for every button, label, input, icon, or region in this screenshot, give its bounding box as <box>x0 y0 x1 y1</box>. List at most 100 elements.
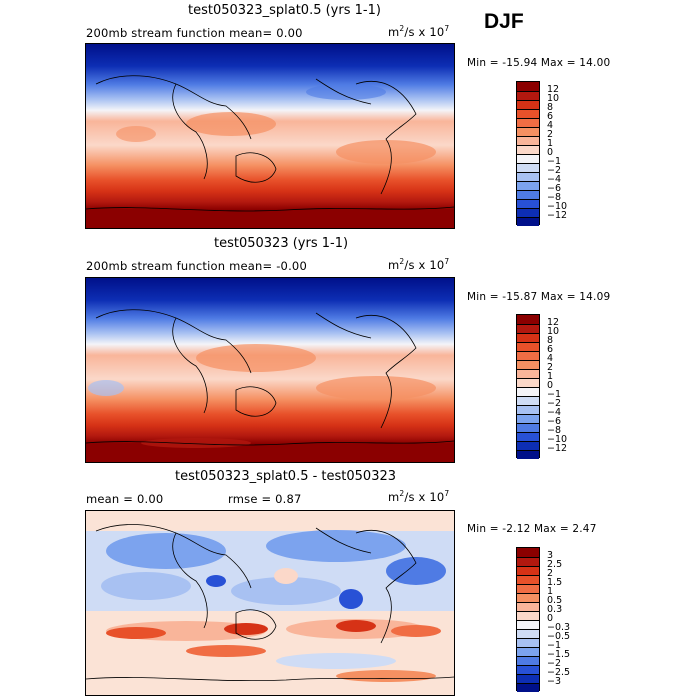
panel2-colorbar-swatch <box>517 342 539 351</box>
panel2-colorbar-swatch <box>517 387 539 396</box>
panel3-colorbar-swatch <box>517 647 539 656</box>
panel1-map <box>85 43 455 229</box>
colorbar-tick-label: −1 <box>547 389 562 400</box>
panel3-rmse: rmse = 0.87 <box>228 492 302 506</box>
colorbar-tick-label: −8 <box>547 425 562 436</box>
colorbar-tick-label: 6 <box>547 111 554 122</box>
panel3-colorbar-swatch <box>517 665 539 674</box>
panel2-colorbar-swatch <box>517 396 539 405</box>
colorbar-tick-label: 10 <box>547 326 560 337</box>
panel1-units: m2/s x 107 <box>388 24 450 39</box>
colorbar-tick-label: 2 <box>547 568 554 579</box>
panel2-colorbar-swatch <box>517 414 539 423</box>
colorbar-tick-label: −0.5 <box>547 631 571 642</box>
panel3-colorbar-swatch <box>517 638 539 647</box>
colorbar-tick-label: 12 <box>547 84 560 95</box>
colorbar-tick-label: 0 <box>547 147 554 158</box>
panel3-colorbar-swatch <box>517 620 539 629</box>
colorbar-tick-label: 1 <box>547 586 554 597</box>
colorbar-tick-label: −10 <box>547 201 568 212</box>
colorbar-tick-label: −4 <box>547 407 562 418</box>
colorbar-tick-label: −10 <box>547 434 568 445</box>
panel1-colorbar-swatch <box>517 190 539 199</box>
colorbar-tick-label: −4 <box>547 174 562 185</box>
colorbar-tick-label: 0 <box>547 380 554 391</box>
colorbar-tick-label: 2.5 <box>547 559 563 570</box>
colorbar-tick-label: −2 <box>547 165 562 176</box>
panel1-minmax: Min = -15.94 Max = 14.00 <box>467 57 611 69</box>
panel3-mean: mean = 0.00 <box>86 492 164 506</box>
panel3-colorbar-swatch <box>517 602 539 611</box>
panel1-colorbar-swatch <box>517 172 539 181</box>
colorbar-tick-label: 0.5 <box>547 595 563 606</box>
panel2-subtitle: 200mb stream function mean= -0.00 <box>86 259 307 273</box>
panel1-colorbar-swatch <box>517 136 539 145</box>
panel1-colorbar-swatch <box>517 181 539 190</box>
panel2-colorbar-swatch <box>517 369 539 378</box>
colorbar-tick-label: 8 <box>547 335 554 346</box>
panel1-colorbar-swatch <box>517 154 539 163</box>
season-label: DJF <box>484 10 524 33</box>
panel3-colorbar-swatch <box>517 575 539 584</box>
colorbar-tick-label: 10 <box>547 93 560 104</box>
panel1-colorbar-swatch <box>517 217 539 226</box>
panel3-colorbar-swatch <box>517 557 539 566</box>
panel2-colorbar-swatch <box>517 333 539 342</box>
panel2-colorbar-swatch <box>517 351 539 360</box>
panel1-colorbar-swatch <box>517 91 539 100</box>
colorbar-tick-label: 2 <box>547 362 554 373</box>
panel2-minmax: Min = -15.87 Max = 14.09 <box>467 291 611 303</box>
panel1-colorbar <box>516 81 540 226</box>
panel2-map <box>85 277 455 463</box>
panel1-subtitle: 200mb stream function mean= 0.00 <box>86 26 303 40</box>
colorbar-tick-label: 8 <box>547 102 554 113</box>
panel1-colorbar-swatch <box>517 109 539 118</box>
panel2-colorbar-swatch <box>517 360 539 369</box>
panel1-colorbar-swatch <box>517 208 539 217</box>
colorbar-tick-label: −1 <box>547 640 562 651</box>
panel3-colorbar-swatch <box>517 629 539 638</box>
panel1-colorbar-swatch <box>517 118 539 127</box>
colorbar-tick-label: 4 <box>547 353 554 364</box>
panel2-colorbar-swatch <box>517 441 539 450</box>
panel1-title: test050323_splat0.5 (yrs 1-1) <box>188 3 381 18</box>
colorbar-tick-label: 0 <box>547 613 554 624</box>
colorbar-tick-label: −3 <box>547 676 562 687</box>
panel1-colorbar-swatch <box>517 100 539 109</box>
colorbar-tick-label: −12 <box>547 210 568 221</box>
panel2-colorbar-swatch <box>517 450 539 459</box>
colorbar-tick-label: 1.5 <box>547 577 563 588</box>
colorbar-tick-label: −2.5 <box>547 667 571 678</box>
colorbar-tick-label: −6 <box>547 183 562 194</box>
panel1-colorbar-swatch <box>517 163 539 172</box>
colorbar-tick-label: −1.5 <box>547 649 571 660</box>
colorbar-tick-label: 6 <box>547 344 554 355</box>
colorbar-tick-label: −2 <box>547 398 562 409</box>
panel1-colorbar-swatch <box>517 199 539 208</box>
panel3-colorbar-swatch <box>517 656 539 665</box>
colorbar-tick-label: −8 <box>547 192 562 203</box>
colorbar-tick-label: 4 <box>547 120 554 131</box>
panel2-colorbar-swatch <box>517 423 539 432</box>
colorbar-tick-label: 0.3 <box>547 604 563 615</box>
panel3-colorbar-swatch <box>517 611 539 620</box>
panel3-colorbar-swatch <box>517 593 539 602</box>
colorbar-tick-label: −12 <box>547 443 568 454</box>
panel3-colorbar <box>516 547 540 692</box>
colorbar-tick-label: −2 <box>547 658 562 669</box>
panel3-minmax: Min = -2.12 Max = 2.47 <box>467 523 597 535</box>
panel3-units: m2/s x 107 <box>388 489 450 504</box>
panel3-colorbar-swatch <box>517 548 539 557</box>
colorbar-tick-label: −0.3 <box>547 622 571 633</box>
panel3-colorbar-swatch <box>517 683 539 692</box>
panel2-colorbar <box>516 314 540 459</box>
panel3-colorbar-swatch <box>517 674 539 683</box>
panel2-colorbar-swatch <box>517 432 539 441</box>
panel2-colorbar-swatch <box>517 324 539 333</box>
colorbar-tick-label: 3 <box>547 550 554 561</box>
colorbar-tick-label: −6 <box>547 416 562 427</box>
panel2-colorbar-swatch <box>517 405 539 414</box>
colorbar-tick-label: 2 <box>547 129 554 140</box>
panel2-title: test050323 (yrs 1-1) <box>214 236 349 251</box>
panel1-colorbar-swatch <box>517 127 539 136</box>
